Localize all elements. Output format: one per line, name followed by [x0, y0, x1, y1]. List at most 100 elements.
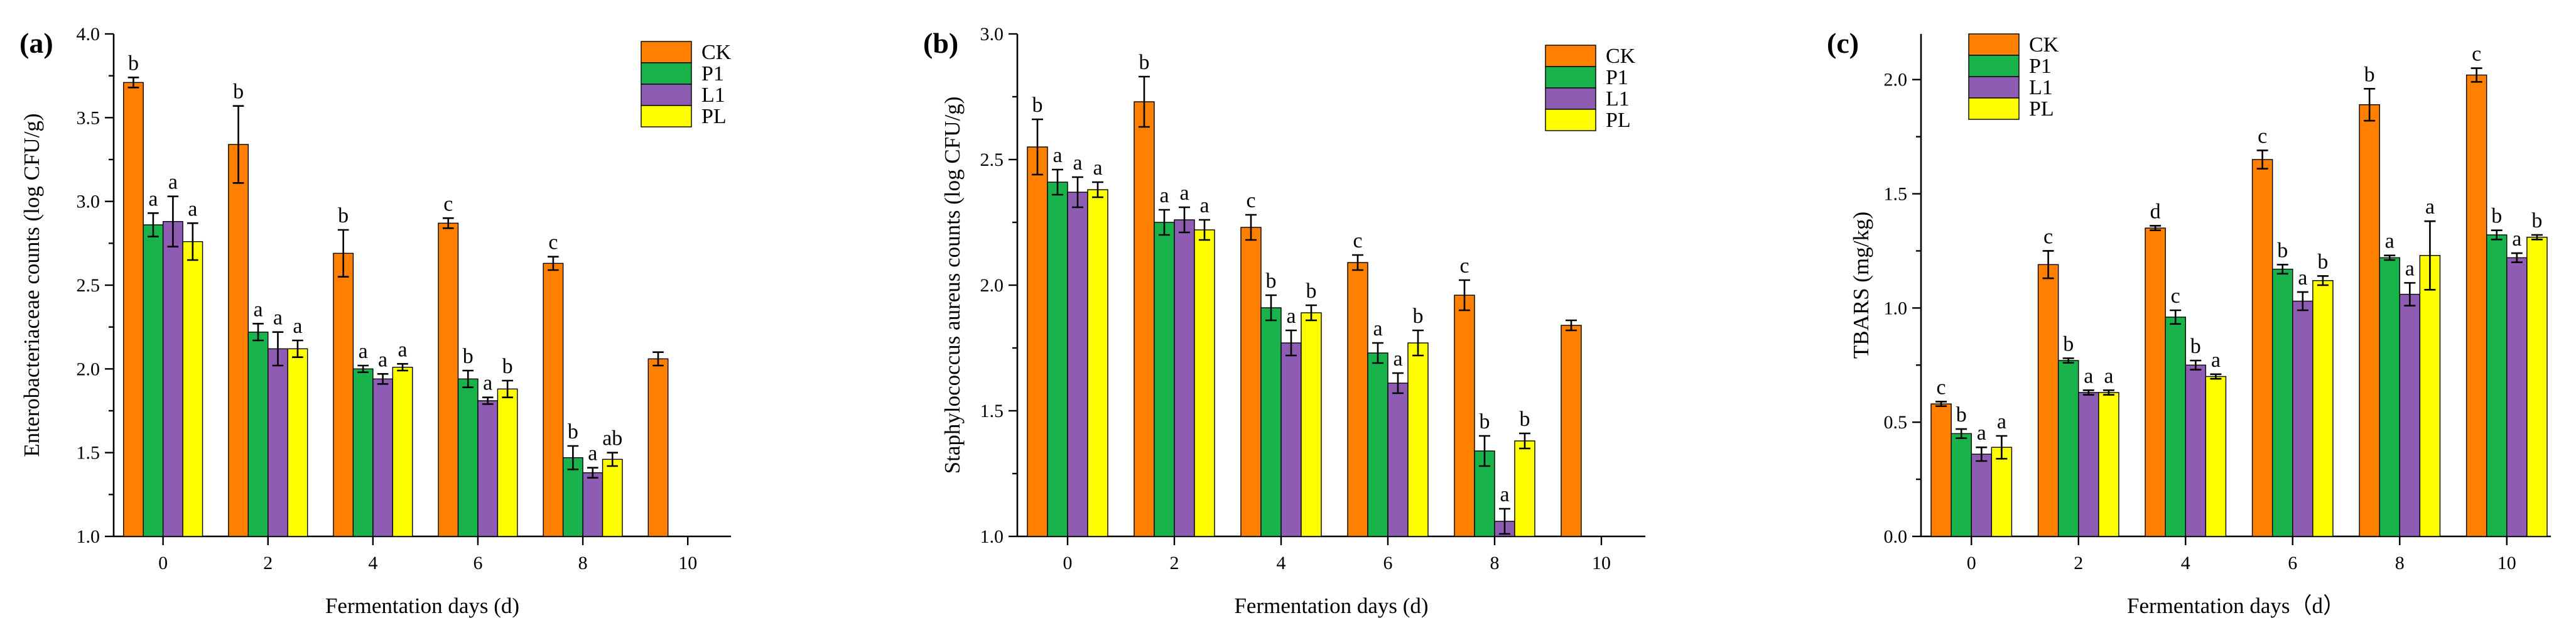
significance-label: a [2425, 195, 2435, 219]
significance-label: a [1373, 317, 1382, 340]
y-axis-title: TBARS (mg/kg) [1849, 212, 1873, 359]
bar-L1-day-0 [1971, 453, 1993, 537]
significance-label: b [338, 204, 349, 227]
bar-CK-day-4 [333, 252, 354, 537]
error-bar [167, 195, 179, 247]
y-tick-label: 4.0 [77, 24, 100, 45]
x-tick-label: 8 [1490, 553, 1500, 573]
error-bar [1566, 319, 1577, 332]
y-axis-title: Staphylococcus aureus counts (log CFU/g) [940, 97, 965, 474]
significance-label: a [483, 372, 492, 395]
significance-label: b [1139, 51, 1150, 74]
significance-label: a [378, 348, 387, 371]
legend-swatch-CK [1545, 45, 1596, 67]
significance-label: c [2171, 285, 2180, 308]
error-bar [187, 222, 198, 261]
x-tick-label: 6 [473, 553, 482, 573]
significance-label: ab [602, 427, 622, 450]
x-tick-label: 8 [2395, 553, 2405, 573]
significance-label: a [588, 442, 597, 465]
legend-label-PL: PL [701, 105, 727, 128]
x-axis-title: Fermentation days (d) [1234, 594, 1428, 618]
significance-label: b [1956, 403, 1967, 426]
bar-P1-day-8 [562, 457, 583, 537]
error-bar [1179, 206, 1190, 234]
significance-label: a [1997, 410, 2006, 433]
bar-PL-day-8 [602, 459, 623, 537]
significance-label: a [1093, 156, 1102, 180]
error-bar [2297, 291, 2308, 312]
error-bar [2082, 389, 2094, 396]
bar-L1-day-8 [582, 472, 603, 537]
bar-L1-day-8 [2399, 293, 2421, 537]
bar-PL-day-2 [2098, 392, 2119, 537]
bar-PL-day-10 [2526, 236, 2548, 537]
panel-label: (c) [1827, 27, 1859, 59]
significance-label: b [502, 355, 513, 378]
significance-label: a [359, 340, 368, 363]
error-bar [2210, 373, 2222, 380]
bar-PL-day-4 [2205, 376, 2227, 537]
bar-PL-day-8 [1514, 440, 1535, 537]
bar-CK-day-6 [2251, 159, 2273, 537]
bar-L1-day-6 [2292, 300, 2314, 537]
error-bar [2491, 229, 2503, 241]
bar-PL-day-2 [287, 348, 308, 537]
legend-label-CK: CK [701, 41, 732, 64]
bar-PL-day-0 [182, 241, 203, 537]
error-bar [607, 452, 619, 467]
significance-label: a [1159, 184, 1169, 207]
x-tick-label: 10 [2498, 553, 2516, 573]
error-bar [482, 396, 494, 405]
legend-label-P1: P1 [701, 62, 724, 85]
error-bar [2062, 357, 2074, 364]
error-bar [1285, 329, 1297, 357]
x-tick-label: 2 [263, 553, 273, 573]
bar-CK-day-2 [1134, 101, 1155, 537]
significance-label: c [2472, 43, 2481, 66]
error-bar [652, 351, 664, 367]
error-bar [2531, 234, 2543, 241]
significance-label: a [293, 315, 302, 338]
y-tick-label: 1.5 [77, 443, 100, 464]
significance-label: c [1246, 189, 1255, 212]
bar-P1-day-4 [2165, 317, 2186, 537]
significance-label: b [1413, 305, 1424, 328]
bar-PL-day-6 [2312, 280, 2334, 537]
significance-label: a [1977, 421, 1986, 445]
error-bar [2102, 389, 2114, 396]
error-bar [337, 229, 349, 278]
significance-label: c [2043, 225, 2053, 248]
significance-label: a [2298, 266, 2307, 290]
error-bar [2317, 275, 2329, 286]
bar-L1-day-2 [2078, 392, 2099, 537]
legend-label-L1: L1 [1606, 87, 1630, 111]
error-bar [2276, 263, 2288, 275]
x-axis-title: Fermentation days (d) [325, 594, 519, 618]
y-tick-label: 0.5 [1884, 412, 1908, 433]
error-bar [1392, 372, 1404, 394]
legend-label-CK: CK [2029, 33, 2059, 57]
error-bar [587, 467, 598, 479]
x-tick-label: 10 [1592, 553, 1611, 573]
x-tick-label: 6 [1383, 553, 1393, 573]
significance-label: b [2190, 335, 2201, 358]
bar-PL-day-0 [1991, 447, 2013, 537]
bar-L1-day-2 [1174, 219, 1195, 537]
significance-label: b [2277, 239, 2288, 262]
legend-swatch-L1 [1545, 87, 1596, 110]
x-axis-title: Fermentation days（d） [2127, 594, 2345, 618]
bar-P1-day-2 [247, 331, 269, 537]
significance-label: a [2385, 230, 2395, 253]
significance-label: a [188, 197, 197, 220]
x-tick-label: 0 [1063, 553, 1073, 573]
x-tick-label: 0 [158, 553, 168, 573]
y-tick-label: 0.0 [1884, 526, 1908, 547]
legend-swatch-P1 [641, 62, 692, 85]
error-bar [1996, 435, 2008, 460]
bar-L1-day-10 [2506, 257, 2528, 537]
bar-P1-day-6 [457, 378, 479, 537]
significance-label: c [1937, 376, 1946, 399]
